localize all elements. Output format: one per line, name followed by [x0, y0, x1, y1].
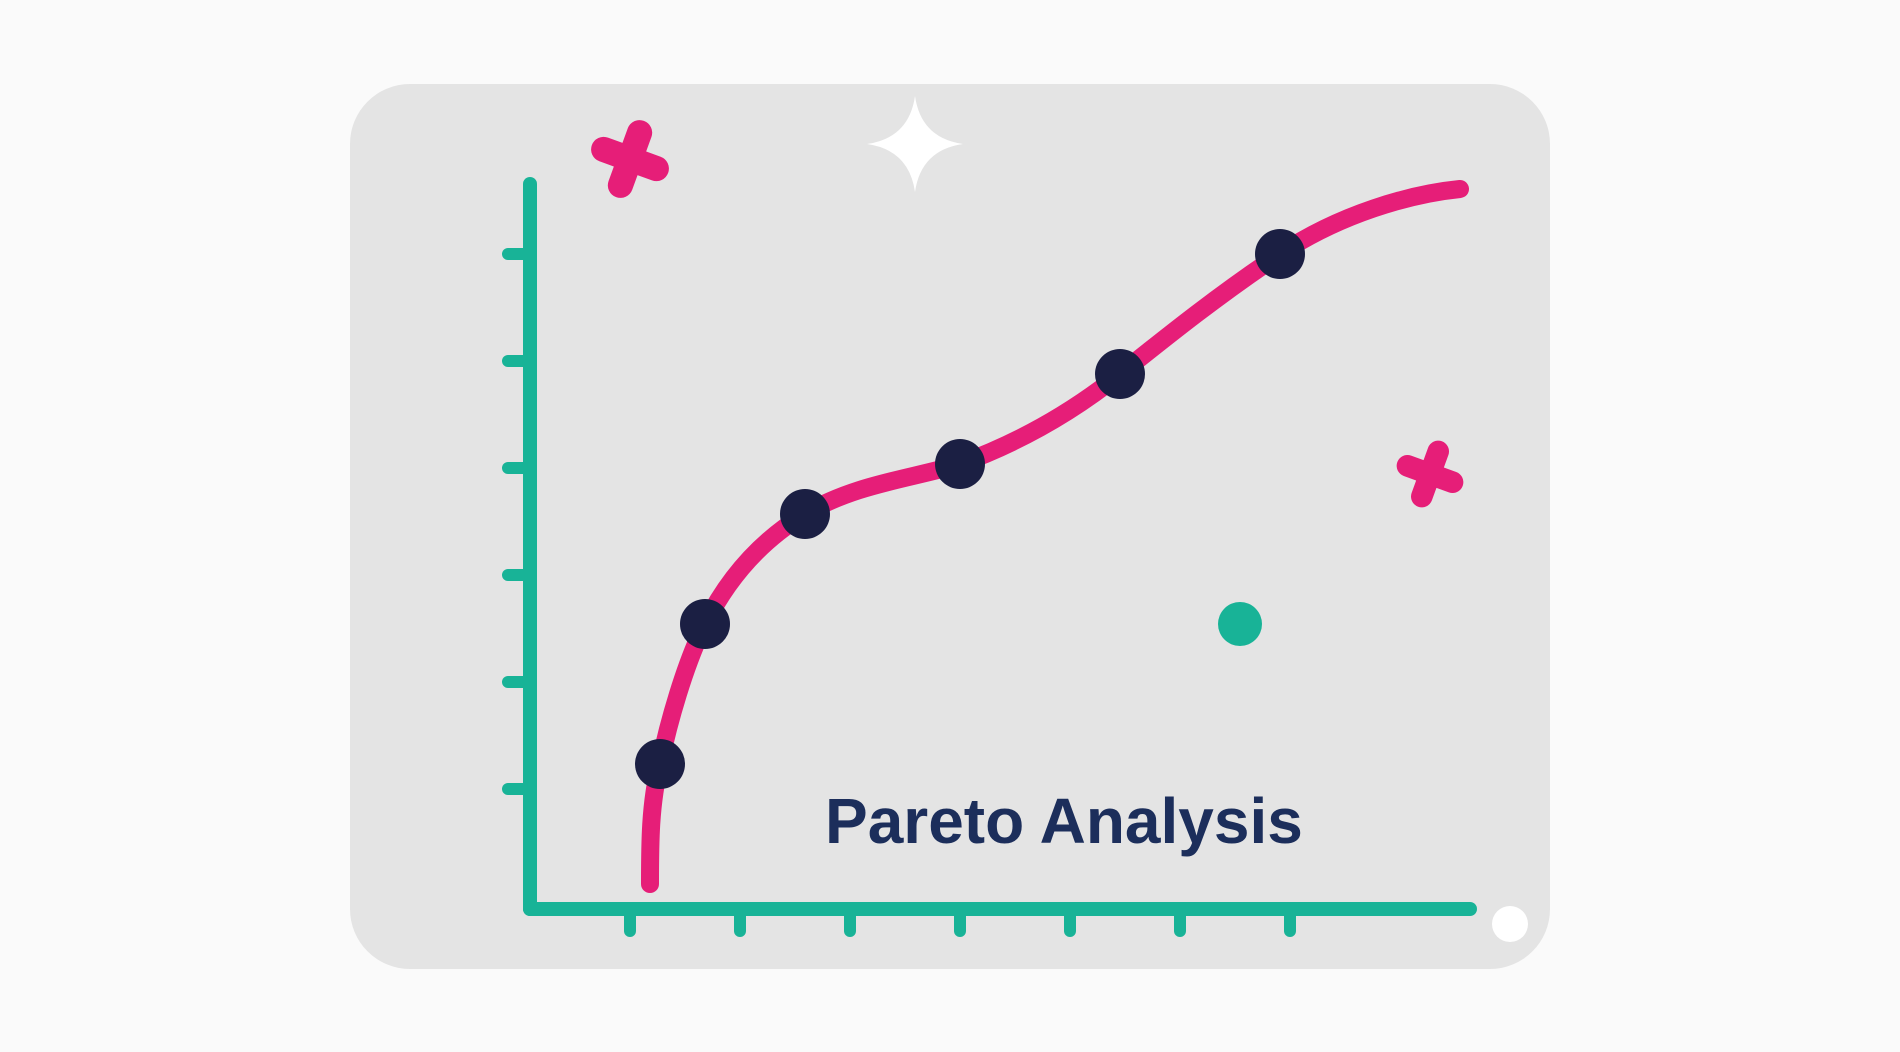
sparkle-plus-icon	[1399, 443, 1461, 505]
accent-dot	[1492, 906, 1528, 942]
sparkle-plus-icon	[594, 123, 666, 195]
data-point	[1255, 229, 1305, 279]
accent-dot	[1218, 602, 1262, 646]
data-point	[680, 599, 730, 649]
data-point	[780, 489, 830, 539]
chart-title: Pareto Analysis	[825, 784, 1303, 858]
pareto-curve	[650, 189, 1460, 884]
data-point	[935, 439, 985, 489]
sparkle-star-icon	[867, 96, 963, 192]
data-point	[1095, 349, 1145, 399]
chart-card: Pareto Analysis	[350, 84, 1550, 969]
data-point	[635, 739, 685, 789]
